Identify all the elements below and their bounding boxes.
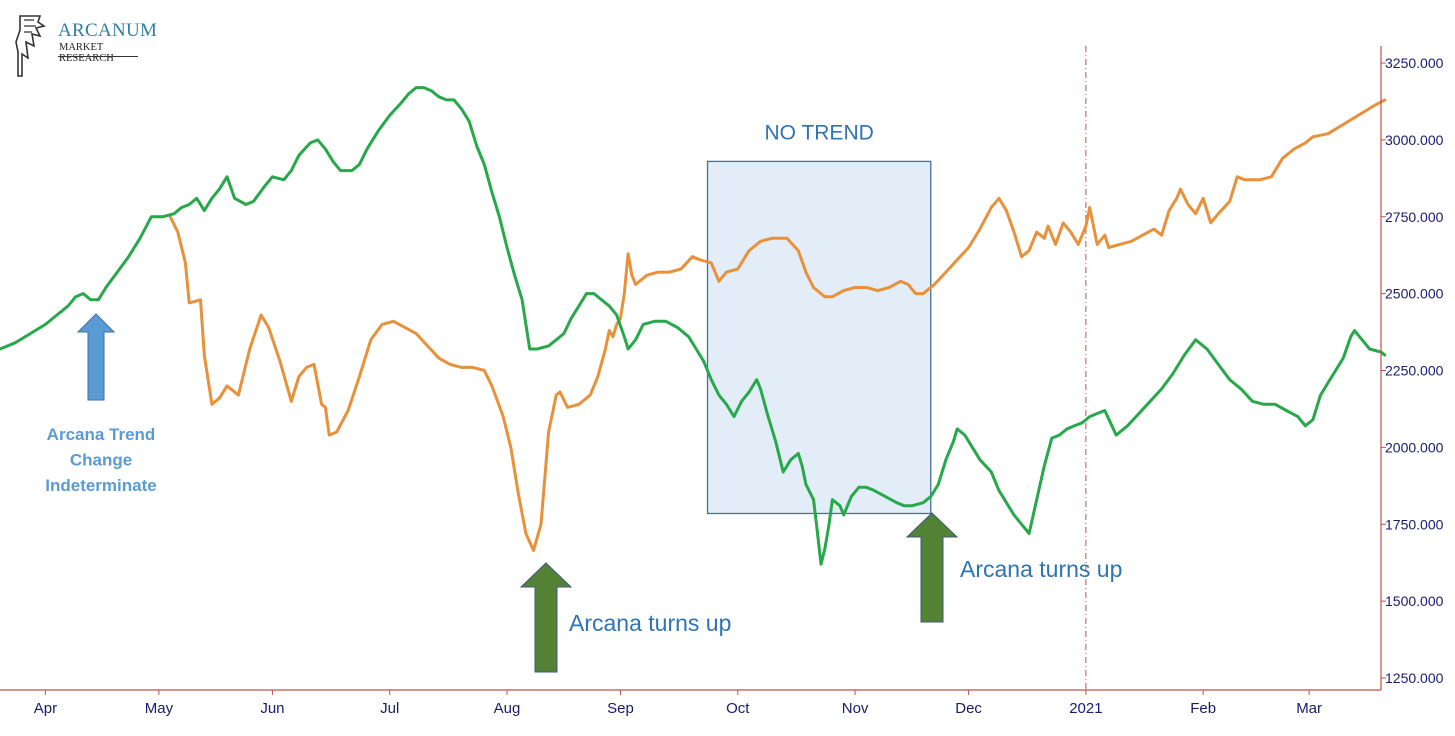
up-arrow-icon (905, 512, 959, 623)
x-tick-label: Sep (607, 700, 634, 717)
y-tick-label: 1500.000 (1385, 593, 1444, 609)
x-tick-label: Jul (380, 700, 399, 717)
logo: ARCANUM MARKET RESEARCH (14, 12, 157, 80)
x-tick-label: Feb (1190, 700, 1216, 717)
y-tick-label: 2750.000 (1385, 209, 1444, 225)
indicator-series-line (0, 86, 1387, 566)
x-tick-label: Oct (726, 700, 750, 717)
logo-name: ARCANUM (58, 20, 158, 41)
no-trend-box (706, 160, 932, 515)
y-tick-label: 2000.000 (1385, 439, 1444, 455)
indeterminate-label: Arcana Trend Change Indeterminate (45, 425, 156, 495)
up-arrow-icon (519, 562, 573, 673)
turns-up-label-2: Arcana turns up (960, 556, 1122, 582)
x-tick-label: Apr (34, 700, 57, 717)
logo-subtitle: MARKET RESEARCH (59, 42, 114, 64)
x-tick-label: Mar (1296, 700, 1322, 717)
x-tick-label: Aug (494, 700, 521, 717)
x-tick-label: Dec (955, 700, 982, 717)
y-tick-label: 2500.000 (1385, 286, 1444, 302)
price-series-line (168, 98, 1387, 552)
x-tick-label: Nov (842, 700, 869, 717)
y-tick-label: 2250.000 (1385, 363, 1444, 379)
turns-up-label-1: Arcana turns up (569, 610, 731, 636)
up-arrow-icon (76, 313, 116, 401)
x-tick-label: Jun (260, 700, 284, 717)
logo-emblem-icon (15, 15, 46, 77)
logo-divider (58, 56, 138, 57)
no-trend-label: NO TREND (764, 121, 873, 144)
x-tick-label: 2021 (1069, 700, 1102, 717)
y-tick-label: 3000.000 (1385, 132, 1444, 148)
y-tick-label: 1750.000 (1385, 516, 1444, 532)
x-tick-label: May (145, 700, 174, 717)
y-tick-label: 3250.000 (1385, 55, 1444, 71)
y-tick-label: 1250.000 (1385, 670, 1444, 686)
